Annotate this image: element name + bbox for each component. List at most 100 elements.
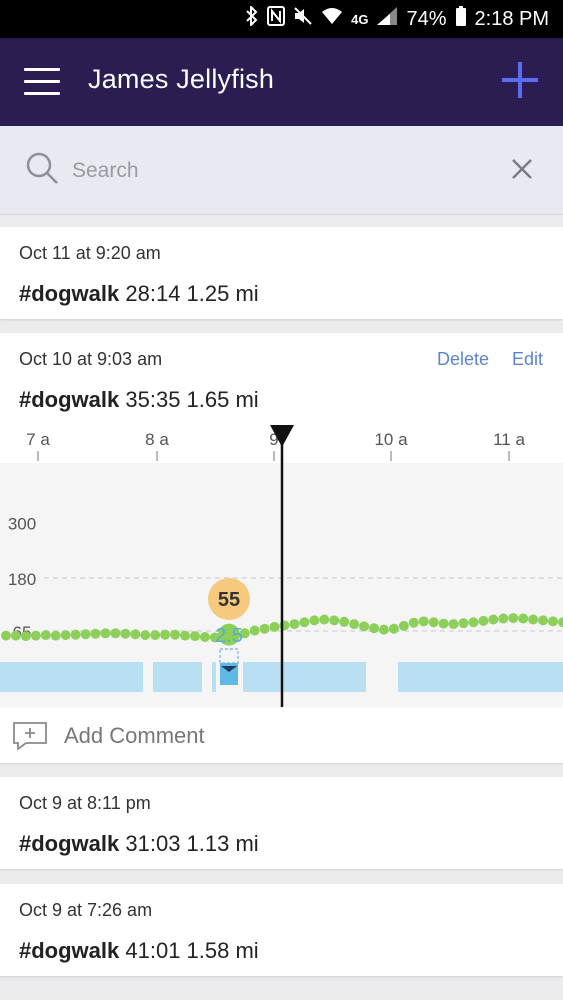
activity-bar	[243, 662, 366, 692]
edit-button[interactable]: Edit	[512, 349, 544, 369]
heart-rate-point	[239, 628, 250, 639]
time-tick-label: 11 a	[493, 430, 525, 449]
heart-rate-point	[189, 631, 200, 642]
heart-rate-point	[349, 619, 360, 630]
entry-tag[interactable]: #dogwalk	[19, 281, 120, 306]
entry-summary: #dogwalk 31:03 1.13 mi	[19, 831, 259, 857]
entry-stats: 41:01 1.58 mi	[125, 938, 259, 963]
heart-rate-point	[398, 620, 409, 631]
activity-card[interactable]: Oct 11 at 9:20 am #dogwalk 28:14 1.25 mi	[0, 227, 563, 319]
status-time: 2:18 PM	[474, 7, 549, 30]
heart-rate-point	[478, 615, 489, 626]
heart-rate-point	[428, 617, 439, 628]
heart-rate-point	[160, 629, 171, 640]
nfc-icon	[267, 6, 286, 32]
heart-rate-point	[448, 619, 459, 630]
entry-date: Oct 10 at 9:03 am	[19, 349, 163, 369]
heart-rate-point	[269, 621, 280, 632]
search-input[interactable]	[70, 154, 474, 188]
entry-summary: #dogwalk 28:14 1.25 mi	[19, 281, 259, 307]
heart-rate-point	[418, 616, 429, 627]
heart-rate-point	[289, 619, 300, 630]
close-icon[interactable]	[511, 158, 533, 185]
heart-rate-point	[319, 614, 330, 625]
heart-rate-point	[548, 616, 559, 627]
heart-rate-point	[10, 630, 21, 641]
heart-rate-badge	[208, 578, 250, 620]
heart-rate-point	[80, 629, 91, 640]
heart-rate-point	[100, 628, 111, 639]
entry-tag[interactable]: #dogwalk	[19, 831, 120, 856]
heart-rate-point	[110, 628, 121, 639]
time-tick-label: 8 a	[145, 430, 169, 449]
battery-icon	[455, 5, 467, 33]
heart-rate-point	[438, 618, 449, 629]
step-bar-arrow-icon	[221, 666, 237, 672]
heart-rate-point	[498, 613, 509, 624]
heart-rate-point	[90, 628, 101, 639]
entry-tag[interactable]: #dogwalk	[19, 938, 120, 963]
heart-rate-point	[259, 623, 270, 634]
time-tick-label: 10 a	[374, 430, 408, 449]
search-icon	[26, 152, 60, 191]
heart-rate-point	[458, 618, 469, 629]
activity-card[interactable]: Oct 9 at 8:11 pm #dogwalk 31:03 1.13 mi	[0, 777, 563, 869]
time-tick-label: 7 a	[26, 430, 50, 449]
activity-bar	[398, 662, 563, 692]
page-title: James Jellyfish	[88, 64, 275, 94]
heart-rate-point	[329, 615, 340, 626]
heart-rate-point	[339, 616, 350, 627]
activity-card-expanded: Oct 10 at 9:03 am Delete Edit #dogwalk 3…	[0, 333, 563, 763]
entry-summary: #dogwalk 41:01 1.58 mi	[19, 938, 259, 964]
heart-rate-point	[388, 623, 399, 634]
status-icons: 4G 74% 2:18 PM	[245, 0, 549, 38]
activity-bar	[212, 662, 216, 692]
delete-button[interactable]: Delete	[437, 349, 490, 369]
heart-rate-point	[378, 624, 389, 635]
heart-rate-point	[488, 614, 499, 625]
heart-rate-point	[30, 630, 41, 641]
add-comment-button[interactable]: Add Comment	[0, 707, 563, 763]
heart-rate-point	[369, 623, 380, 634]
search-bar	[0, 126, 563, 215]
heart-rate-point	[120, 628, 131, 639]
heart-rate-point	[528, 614, 539, 625]
mute-icon	[293, 6, 313, 32]
entry-date: Oct 9 at 8:11 pm	[19, 793, 151, 813]
time-tick-label: 9	[269, 430, 278, 449]
signal-icon	[376, 6, 398, 32]
heart-rate-point	[70, 629, 81, 640]
selected-point	[218, 623, 240, 646]
selection-marker: 552.5	[208, 578, 250, 685]
y-tick-label: 300	[8, 515, 36, 534]
heart-rate-point	[209, 632, 220, 643]
wifi-icon	[321, 6, 343, 32]
heart-rate-point	[408, 617, 419, 628]
hamburger-menu-icon[interactable]	[24, 68, 60, 96]
time-scrubber[interactable]	[270, 425, 294, 707]
add-icon[interactable]	[499, 59, 541, 101]
heart-rate-point	[249, 625, 260, 636]
entry-date: Oct 11 at 9:20 am	[19, 243, 161, 263]
heart-rate-point	[50, 630, 61, 641]
status-bar: 4G 74% 2:18 PM	[0, 0, 563, 38]
heart-rate-point	[299, 617, 310, 628]
heart-rate-value: 55	[218, 589, 240, 611]
activity-bar	[0, 662, 143, 692]
heart-rate-point	[518, 613, 529, 624]
entry-summary: #dogwalk 35:35 1.65 mi	[19, 387, 259, 413]
entry-stats: 31:03 1.13 mi	[125, 831, 259, 856]
heart-rate-point	[180, 630, 191, 641]
activity-card[interactable]: Oct 9 at 7:26 am #dogwalk 41:01 1.58 mi	[0, 884, 563, 976]
network-type: 4G	[351, 11, 369, 27]
activity-bar	[153, 662, 202, 692]
entry-stats: 35:35 1.65 mi	[125, 387, 259, 412]
scrubber-handle-icon[interactable]	[270, 425, 294, 447]
entry-tag[interactable]: #dogwalk	[19, 387, 120, 412]
heart-rate-point	[1, 630, 11, 641]
entry-stats: 28:14 1.25 mi	[125, 281, 259, 306]
heart-rate-point	[309, 615, 320, 626]
heart-rate-point	[60, 630, 71, 641]
